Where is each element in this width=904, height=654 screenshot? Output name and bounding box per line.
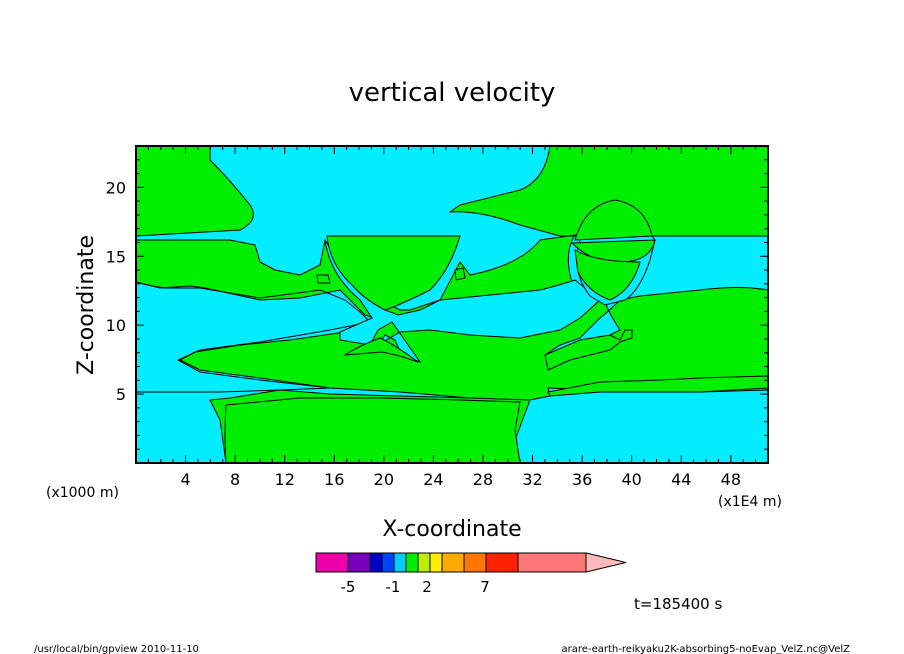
x-tick-label: 44 [671,470,691,489]
positive-island-ring-lower [574,249,641,301]
negative-region-center [135,281,769,464]
negative-region-funnel [324,239,601,363]
y-tick-label: 5 [116,385,126,404]
x-axis-label: X-coordinate [382,517,521,542]
colorbar-segment [393,552,407,573]
y-tick-label: 20 [106,178,126,197]
colorbar-segment [517,552,587,573]
x-tick-label: 16 [324,470,344,489]
positive-island-right-small [454,267,466,281]
colorbar-segment [347,552,371,573]
colorbar: -5 -1 2 7 [315,552,627,596]
positive-island-ring-top [574,199,653,241]
plot-frame [135,145,769,464]
y-tick-label: 10 [106,316,126,335]
colorbar-label: -5 [341,578,356,596]
plot-area [135,145,769,464]
x-tick-label: 48 [721,470,741,489]
y-unit-label: (x1000 m) [46,485,119,501]
colorbar-segment [441,552,465,573]
colorbar-segment [463,552,487,573]
colorbar-label: -1 [386,578,401,596]
x-unit-label: (x1E4 m) [718,494,782,510]
colorbar-segment [405,552,419,573]
positive-island-right-wedge [544,329,633,371]
colorbar-segment [429,552,443,573]
positive-island-lower-mid [224,397,521,464]
x-tick-label: 12 [275,470,295,489]
x-tick-label: 40 [622,470,642,489]
x-tick-label: 20 [374,470,394,489]
x-tick-label: 4 [180,470,190,489]
x-tick-label: 32 [522,470,542,489]
positive-island-left-small [316,274,331,284]
colorbar-segment [315,552,349,573]
negative-region-left [135,281,372,393]
x-tick-label: 28 [473,470,493,489]
positive-island-small-tri [343,337,419,363]
colorbar-arrow [585,552,627,573]
time-label: t=185400 s [634,595,722,613]
positive-island-upper-cup [326,235,461,311]
colorbar-label: 2 [422,578,432,596]
colorbar-segment [381,552,395,573]
y-tick-label: 15 [106,247,126,266]
x-tick-label: 24 [423,470,443,489]
colorbar-segment [369,552,383,573]
colorbar-label: 7 [480,578,490,596]
y-axis-label: Z-coordinate [74,235,99,375]
colorbar-segment [417,552,431,573]
chart-title: vertical velocity [349,78,556,108]
y-axis: 5 10 15 20 [106,159,768,450]
x-tick-label: 36 [572,470,592,489]
x-axis: 4 8 12 16 20 24 28 32 36 40 44 48 [147,146,769,489]
x-tick-label: 8 [230,470,240,489]
footer-left: /usr/local/bin/gpview 2010-11-10 [34,644,199,654]
colorbar-segment [485,552,519,573]
footer-right: arare-earth-reikyaku2K-absorbing5-noEvap… [562,644,851,654]
positive-islands [224,199,769,464]
